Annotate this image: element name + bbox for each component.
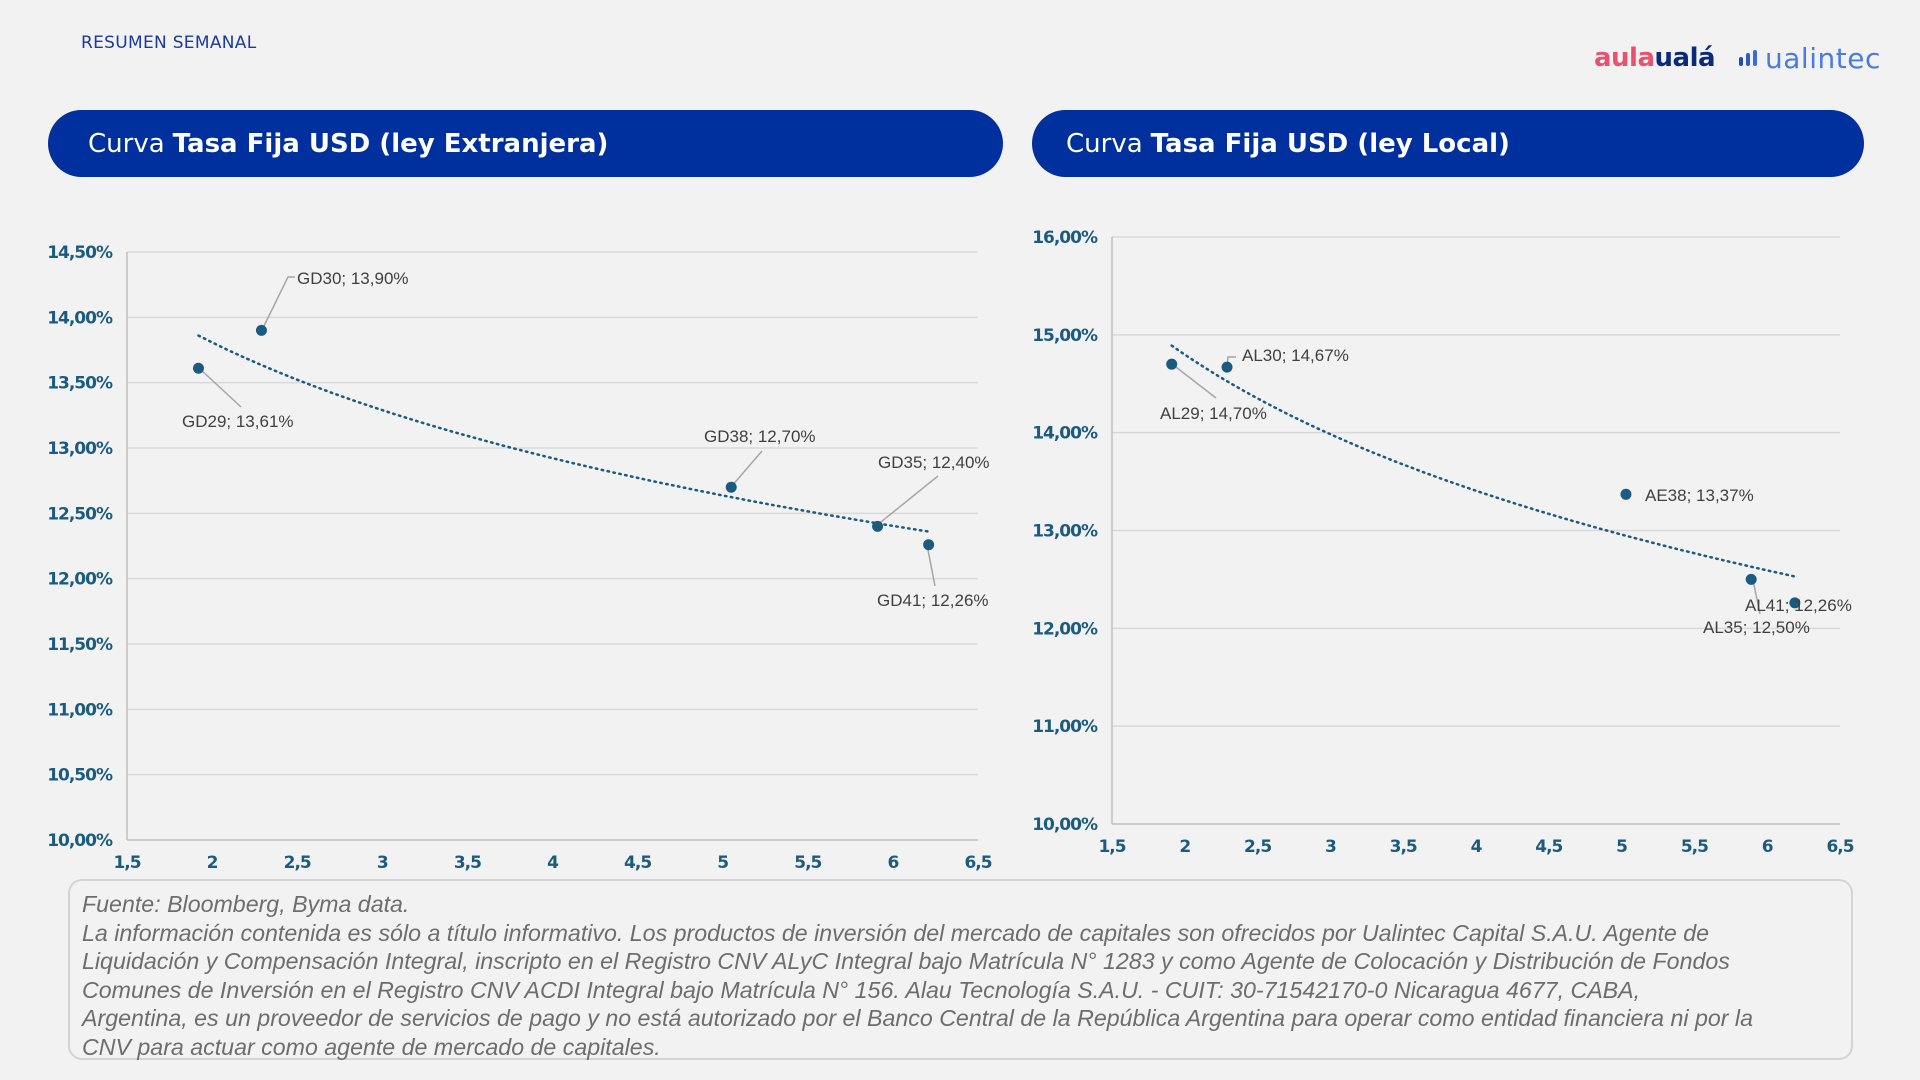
data-label-gd38: GD38; 12,70% (704, 427, 816, 446)
data-point-gd41[interactable] (923, 539, 935, 551)
chart-title-banner-local: Curva Tasa Fija USD (ley Local) (1032, 110, 1864, 177)
x-tick-label: 5 (717, 853, 728, 873)
data-label-gd41: GD41; 12,26% (877, 591, 989, 610)
y-tick-label: 14,00% (47, 308, 113, 328)
y-tick-label: 13,00% (1032, 522, 1098, 542)
y-tick-label: 16,00% (1032, 228, 1098, 248)
section-title: RESUMEN SEMANAL (81, 33, 257, 53)
y-tick-label: 10,50% (47, 766, 113, 786)
y-tick-label: 15,00% (1032, 326, 1098, 346)
label-leader-line (926, 544, 936, 587)
label-leader-line (261, 276, 295, 331)
x-tick-label: 2,5 (284, 853, 311, 873)
label-leader-line (1171, 363, 1217, 399)
data-label-gd30: GD30; 13,90% (297, 269, 409, 288)
trendline (197, 334, 930, 533)
bar-chart-icon (1739, 50, 1758, 66)
data-point-gd38[interactable] (725, 481, 737, 493)
x-tick-label: 4,5 (1535, 837, 1562, 857)
data-label-gd35: GD35; 12,40% (878, 453, 990, 472)
data-label-gd29: GD29; 13,61% (182, 412, 294, 431)
x-tick-label: 3,5 (454, 853, 481, 873)
x-tick-label: 3 (377, 853, 388, 873)
x-tick-label: 4 (1471, 837, 1483, 857)
y-tick-label: 14,50% (47, 243, 113, 263)
x-tick-label: 5,5 (1681, 837, 1708, 857)
x-tick-label: 2 (1179, 837, 1190, 857)
x-tick-label: 2 (207, 853, 218, 873)
y-tick-label: 11,50% (47, 635, 113, 655)
data-point-gd35[interactable] (872, 520, 884, 532)
label-leader-line (875, 475, 939, 527)
x-tick-label: 6 (1762, 837, 1773, 857)
x-tick-label: 3,5 (1390, 837, 1417, 857)
data-point-gd30[interactable] (255, 324, 267, 336)
disclaimer-line: Comunes de Inversión en el Registro CNV … (82, 976, 1641, 1003)
brand-logos: aulaualá ualintec (1594, 38, 1881, 78)
disclaimer-line: Argentina, es un proveedor de servicios … (82, 1005, 1753, 1032)
data-point-al29[interactable] (1166, 358, 1178, 370)
chart-extranjera: 10,00% 10,50% 11,00% 11,50% 12,00% 12,50% 13,0… (47, 243, 993, 873)
data-point-ae38[interactable] (1620, 488, 1632, 500)
banner-bold-title: Tasa Fija USD (ley Extranjera) (172, 128, 609, 159)
x-tick-label: 1,5 (1098, 837, 1125, 857)
data-label-al29: AL29; 14,70% (1160, 404, 1267, 423)
disclaimer-line: Liquidación y Compensación Integral, ins… (82, 948, 1730, 975)
data-point-gd29[interactable] (192, 362, 204, 374)
data-label-al30: AL30; 14,67% (1242, 346, 1349, 365)
trendline (1170, 344, 1797, 578)
x-tick-label: 4 (547, 853, 559, 873)
x-tick-label: 5 (1616, 837, 1627, 857)
source-note: Fuente: Bloomberg, Byma data. (82, 891, 410, 917)
ualintec-wordmark: ualintec (1765, 41, 1881, 75)
data-point-al35[interactable] (1745, 573, 1757, 585)
data-label-al41: AL41; 12,26% (1745, 596, 1852, 615)
data-point-al41[interactable] (1789, 597, 1801, 609)
banner-prefix: Curva (88, 128, 165, 159)
y-tick-label: 13,50% (47, 374, 113, 394)
data-label-ae38: AE38; 13,37% (1645, 486, 1754, 505)
y-tick-label: 12,50% (47, 504, 113, 524)
y-tick-label: 14,00% (1032, 424, 1098, 444)
disclaimer-box: Fuente: Bloomberg, Byma data. La informa… (68, 879, 1853, 1060)
ualintec-logo: ualintec (1739, 42, 1881, 75)
y-tick-label: 10,00% (1032, 815, 1098, 835)
data-label-al35: AL35; 12,50% (1703, 618, 1810, 637)
x-tick-label: 3 (1325, 837, 1336, 857)
uala-wordmark: ualá (1654, 43, 1716, 73)
y-tick-label: 13,00% (47, 439, 113, 459)
chart-title-banner-extranjera: Curva Tasa Fija USD (ley Extranjera) (48, 110, 1003, 177)
label-leader-line (1752, 579, 1761, 615)
x-tick-label: 5,5 (794, 853, 821, 873)
y-tick-label: 11,00% (47, 700, 113, 720)
x-tick-label: 2,5 (1244, 837, 1271, 857)
y-tick-label: 10,00% (47, 831, 113, 851)
x-tick-label: 6,5 (964, 853, 991, 873)
x-tick-label: 6,5 (1826, 837, 1853, 857)
y-tick-label: 12,00% (47, 570, 113, 590)
chart-local: 10,00% 11,00% 12,00% 13,00% 14,00% 15,00% 16,0… (1032, 228, 1855, 857)
aula-uala-logo: aulaualá (1594, 43, 1716, 73)
label-leader-line (730, 450, 763, 488)
banner-bold-title: Tasa Fija USD (ley Local) (1150, 128, 1510, 159)
y-tick-label: 12,00% (1032, 619, 1098, 639)
disclaimer-line: La información contenida es sólo a títul… (82, 919, 1710, 946)
y-tick-label: 11,00% (1032, 717, 1098, 737)
aula-wordmark: aula (1594, 43, 1655, 73)
label-leader-line (198, 367, 242, 408)
x-tick-label: 6 (887, 853, 898, 873)
data-point-al30[interactable] (1221, 361, 1233, 373)
charts-canvas: 10,00% 10,50% 11,00% 11,50% 12,00% 12,50% 13,0… (47, 228, 1855, 873)
banner-prefix: Curva (1066, 128, 1143, 159)
disclaimer-line: CNV para actuar como agente de mercado d… (82, 1033, 661, 1060)
x-tick-label: 4,5 (624, 853, 651, 873)
x-tick-label: 1,5 (113, 853, 140, 873)
